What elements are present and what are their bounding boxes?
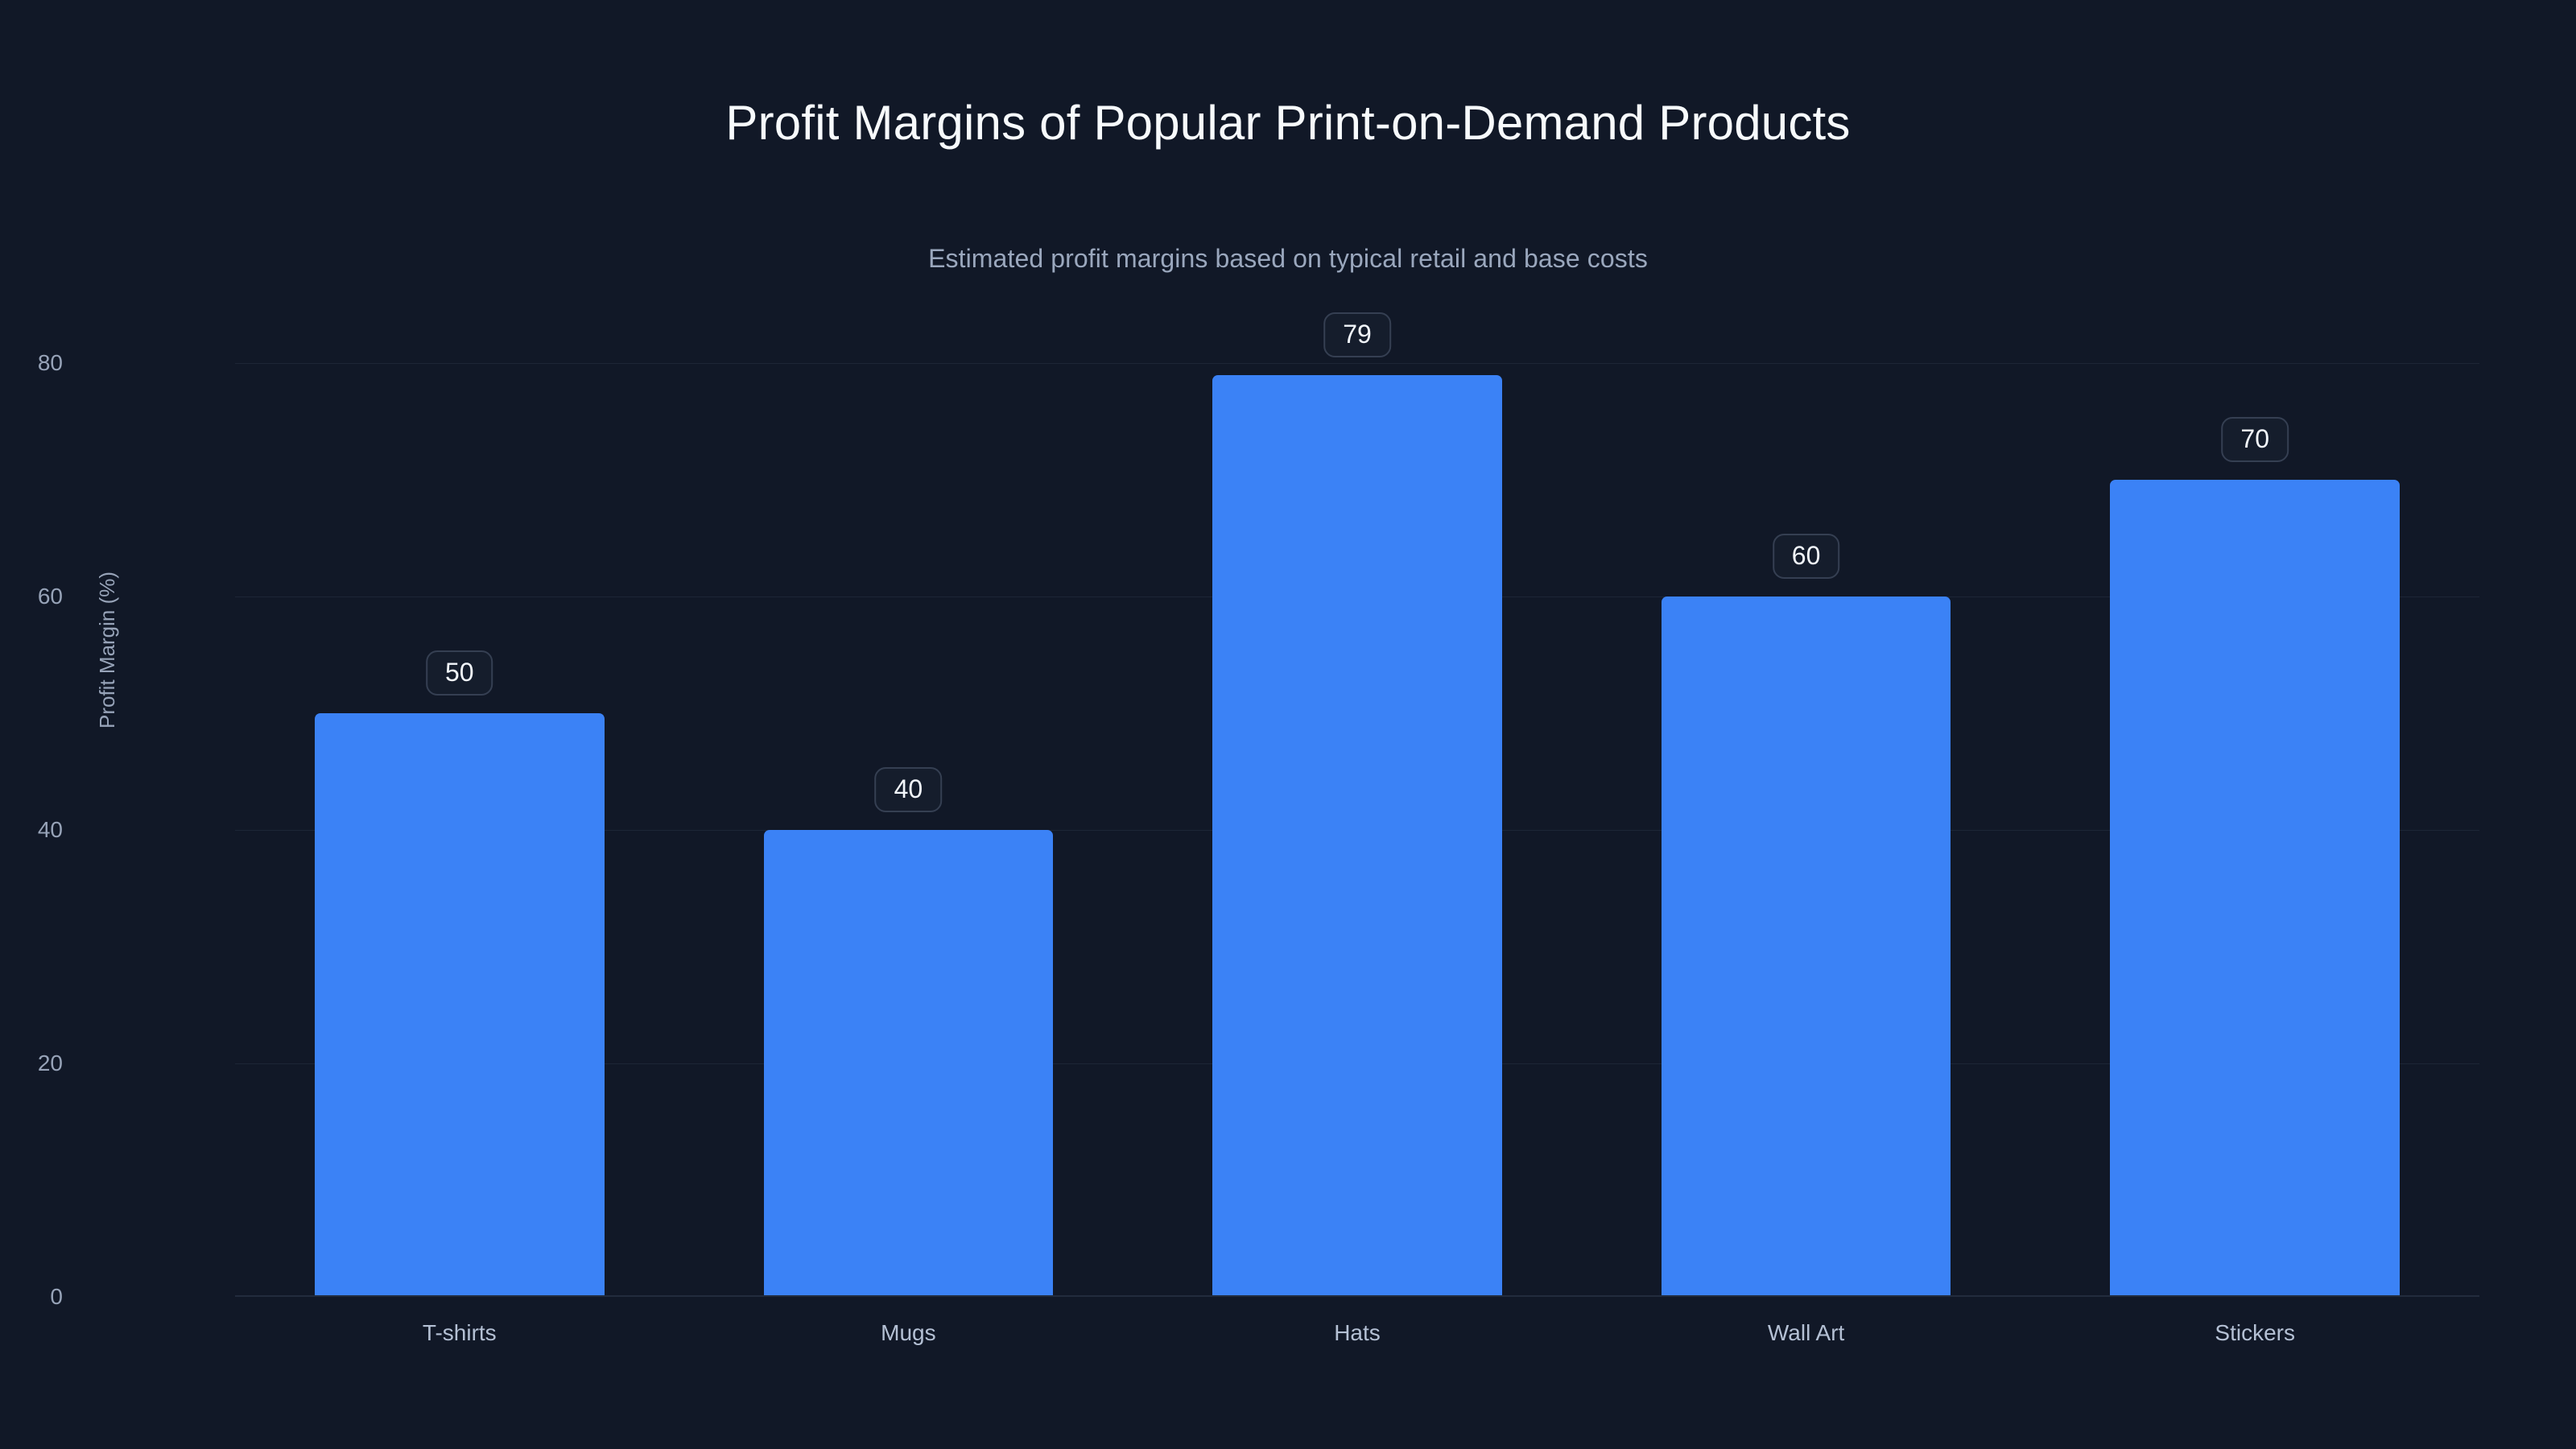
gridline	[235, 363, 2479, 365]
x-axis-tick-label: Stickers	[2215, 1320, 2295, 1345]
y-axis-tick-label: 80	[37, 350, 63, 376]
y-axis-tick-label: 0	[50, 1284, 63, 1309]
value-label: 60	[1772, 534, 1840, 580]
y-axis-title: Profit Margin (%)	[95, 571, 119, 729]
y-axis-tick-label: 20	[37, 1051, 63, 1076]
x-axis-tick-label: Hats	[1334, 1320, 1381, 1345]
value-label: 70	[2221, 417, 2289, 463]
bar-stickers[interactable]	[2110, 480, 2400, 1297]
value-label: 40	[874, 767, 943, 813]
bar-t-shirts[interactable]	[314, 713, 605, 1297]
y-axis-tick-label: 40	[37, 817, 63, 843]
y-axis-tick-label: 60	[37, 584, 63, 609]
x-axis-line	[235, 1295, 2479, 1297]
plot-area	[235, 328, 2479, 1297]
chart-subtitle: Estimated profit margins based on typica…	[928, 244, 1648, 273]
bar-wall-art[interactable]	[1661, 597, 1951, 1297]
value-label: 79	[1323, 312, 1391, 357]
x-axis-tick-label: T-shirts	[422, 1320, 497, 1345]
bar-hats[interactable]	[1212, 374, 1502, 1297]
value-label: 50	[426, 650, 493, 696]
x-axis-tick-label: Mugs	[881, 1320, 936, 1345]
bar-mugs[interactable]	[763, 830, 1054, 1297]
page-title: Profit Margins of Popular Print-on-Deman…	[725, 96, 1851, 150]
x-axis-tick-label: Wall Art	[1767, 1320, 1845, 1345]
